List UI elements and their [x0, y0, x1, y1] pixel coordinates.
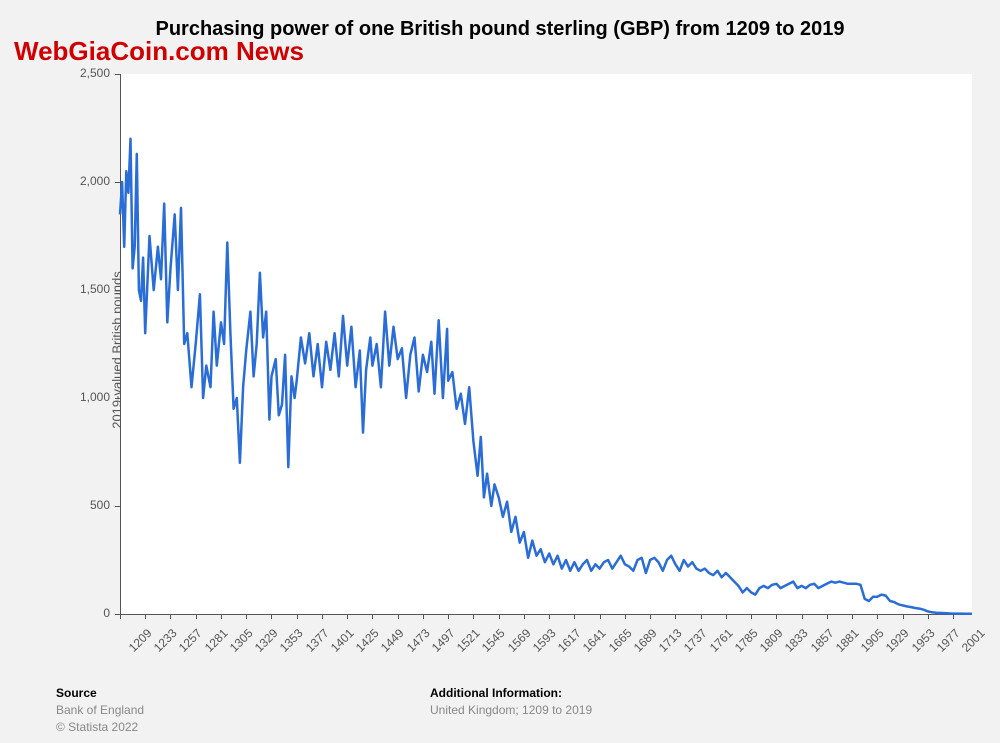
additional-info-block: Additional Information: United Kingdom; … — [430, 685, 592, 719]
info-body: United Kingdom; 1209 to 2019 — [430, 702, 592, 719]
x-tick-mark — [600, 614, 601, 619]
y-tick-label: 1,500 — [60, 282, 110, 296]
x-tick-mark — [675, 614, 676, 619]
source-copyright: © Statista 2022 — [56, 719, 144, 736]
y-tick-mark — [115, 74, 120, 75]
x-tick-mark — [953, 614, 954, 619]
x-tick-mark — [347, 614, 348, 619]
info-heading: Additional Information: — [430, 685, 592, 702]
y-tick-mark — [115, 290, 120, 291]
x-tick-mark — [751, 614, 752, 619]
y-tick-label: 2,500 — [60, 66, 110, 80]
x-tick-mark — [802, 614, 803, 619]
x-tick-mark — [473, 614, 474, 619]
y-tick-mark — [115, 506, 120, 507]
source-heading: Source — [56, 685, 144, 702]
y-tick-label: 500 — [60, 498, 110, 512]
x-tick-mark — [271, 614, 272, 619]
y-tick-mark — [115, 398, 120, 399]
x-tick-mark — [827, 614, 828, 619]
x-tick-mark — [701, 614, 702, 619]
x-tick-mark — [903, 614, 904, 619]
x-tick-mark — [574, 614, 575, 619]
x-tick-mark — [776, 614, 777, 619]
source-block: Source Bank of England © Statista 2022 — [56, 685, 144, 736]
x-tick-mark — [877, 614, 878, 619]
x-tick-mark — [221, 614, 222, 619]
y-tick-label: 2,000 — [60, 174, 110, 188]
x-tick-mark — [170, 614, 171, 619]
x-tick-mark — [372, 614, 373, 619]
x-tick-mark — [423, 614, 424, 619]
series-path — [120, 139, 972, 614]
x-tick-mark — [448, 614, 449, 619]
x-tick-mark — [297, 614, 298, 619]
x-tick-mark — [625, 614, 626, 619]
x-tick-mark — [726, 614, 727, 619]
x-tick-mark — [928, 614, 929, 619]
x-tick-mark — [246, 614, 247, 619]
x-tick-mark — [322, 614, 323, 619]
x-tick-mark — [499, 614, 500, 619]
x-tick-mark — [145, 614, 146, 619]
x-tick-mark — [120, 614, 121, 619]
x-tick-mark — [852, 614, 853, 619]
y-tick-label: 1,000 — [60, 390, 110, 404]
x-tick-mark — [398, 614, 399, 619]
x-tick-mark — [524, 614, 525, 619]
x-tick-mark — [549, 614, 550, 619]
source-name: Bank of England — [56, 702, 144, 719]
x-tick-mark — [650, 614, 651, 619]
y-tick-mark — [115, 182, 120, 183]
x-tick-mark — [196, 614, 197, 619]
y-tick-label: 0 — [60, 606, 110, 620]
